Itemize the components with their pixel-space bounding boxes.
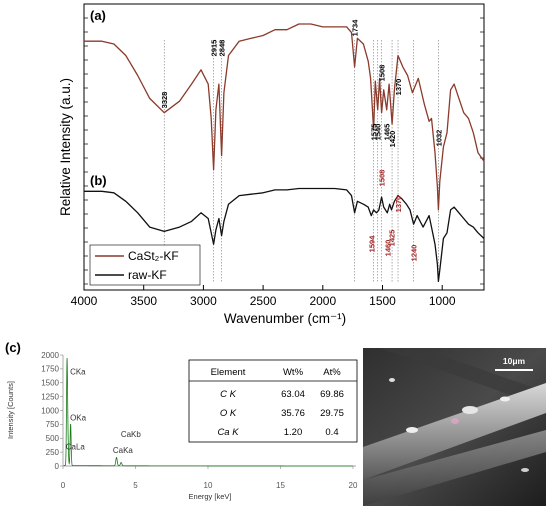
eds-x-tick-label: 20: [349, 481, 358, 490]
eds-y-tick-label: 0: [55, 462, 60, 471]
eds-peak-label: CaLa: [66, 442, 86, 451]
ftir-panel: 4000 3500 3000 2500 2000 1500 1000 3328 2915 284…: [58, 3, 485, 326]
eds-x-axis-label: Energy [keV]: [189, 492, 232, 501]
ftir-series-raw: [84, 187, 485, 283]
ftir-peak-label-b: 1425: [388, 230, 397, 247]
sem-particle: [451, 418, 459, 424]
ftir-y-axis-label: Relative Intensity (a.u.): [58, 78, 73, 216]
ftir-x-ticks: 4000 3500 3000 2500 2000 1500 1000: [71, 285, 456, 308]
element-table-cell: O K: [220, 408, 237, 419]
element-table-cell: 63.04: [281, 389, 305, 400]
panel-label-b: (b): [90, 173, 107, 188]
eds-y-tick-label: 500: [46, 434, 60, 443]
sem-particle: [389, 378, 395, 382]
element-table-header: At%: [323, 367, 341, 378]
sem-background-fiber-2: [380, 348, 546, 408]
ftir-x-tick-label: 3000: [190, 294, 217, 308]
legend-box: [89, 244, 201, 286]
ftir-peak-label-a: 1032: [434, 130, 443, 147]
eds-y-tick-label: 250: [46, 448, 60, 457]
element-table-cell: 29.75: [320, 408, 344, 419]
eds-y-tick-label: 1250: [41, 392, 59, 401]
sem-scale-label: 10μm: [503, 356, 526, 366]
eds-x-tick-label: 5: [133, 481, 138, 490]
ftir-peak-label-a: 1575: [370, 124, 379, 141]
ftir-peak-guides: [163, 40, 439, 282]
ftir-peak-label-a: 2915: [210, 40, 219, 57]
ftir-peak-label-a: 2848: [218, 40, 227, 57]
ftir-peak-label-a: 1420: [388, 131, 397, 148]
eds-peak-label: CKa: [70, 367, 86, 376]
panel-label-a: (a): [90, 8, 106, 23]
element-table-cell: C K: [220, 389, 237, 400]
element-table-cells: Element Wt% At% C K 63.04 69.86 O K 35.76 29.75 C…: [211, 367, 344, 438]
ftir-x-tick-label: 4000: [71, 294, 98, 308]
element-table-cell: 0.4: [325, 427, 338, 438]
ftir-x-tick-label: 2000: [309, 294, 336, 308]
eds-y-tick-label: 2000: [41, 351, 59, 360]
ftir-peak-label-b: 1508: [378, 170, 387, 187]
eds-x-tick-label: 0: [61, 481, 66, 490]
ftir-plot-frame: [83, 3, 485, 291]
ftir-peak-label-b: 1240: [410, 245, 419, 262]
legend-label-casts2: CaSt₂-KF: [128, 249, 179, 263]
eds-ticks: 0 250 500 750 1000 1250 1500 1750 2000 0 5 10 15 20: [41, 351, 358, 490]
sem-micrograph: 10μm: [363, 348, 546, 506]
sem-particle: [462, 406, 478, 414]
ftir-peak-label-a: 1370: [394, 79, 403, 96]
legend-label-raw: raw-KF: [128, 268, 167, 282]
eds-peak-labels: CKa OKa CaLa CaKa CaKb: [66, 367, 142, 455]
sem-background-fiber: [363, 430, 546, 506]
ftir-x-axis-label: Wavenumber (cm⁻¹): [224, 311, 346, 326]
element-table-header: Element: [211, 367, 246, 378]
ftir-legend: CaSt₂-KF raw-KF: [89, 244, 201, 286]
element-table-cell: 1.20: [284, 427, 303, 438]
eds-y-tick-label: 750: [46, 420, 60, 429]
ftir-x-tick-label: 2500: [250, 294, 277, 308]
eds-x-tick-label: 10: [204, 481, 213, 490]
element-table-cell: 69.86: [320, 389, 344, 400]
ftir-x-tick-label: 3500: [130, 294, 157, 308]
ftir-x-tick-label: 1000: [429, 294, 456, 308]
eds-x-tick-label: 15: [276, 481, 285, 490]
ftir-series: [84, 23, 485, 283]
eds-panel: (c) 0 250 500 750 1000 1250 1500 1750 2000 0 5 10 15…: [5, 340, 358, 501]
ftir-y-minor-ticks: [84, 17, 484, 285]
element-table-header: Wt%: [283, 367, 304, 378]
eds-peak-label: OKa: [70, 413, 87, 422]
ftir-peak-label-a: 3328: [160, 92, 169, 109]
eds-y-tick-label: 1750: [41, 365, 59, 374]
sem-particle: [500, 396, 510, 402]
element-table-cell: Ca K: [217, 427, 239, 438]
eds-y-axis-label: Intensity [Counts]: [6, 381, 15, 439]
sem-particle: [406, 427, 418, 433]
eds-y-tick-label: 1000: [41, 406, 59, 415]
eds-spectrum-line: [63, 357, 353, 467]
ftir-peak-label-a: 1508: [378, 65, 387, 82]
ftir-peak-label-b: 1594: [367, 235, 376, 253]
sem-particle: [521, 468, 529, 472]
ftir-series-casts2: [84, 23, 485, 211]
ftir-peak-label-a: 1734: [351, 19, 360, 37]
sem-main-fiber: [363, 383, 546, 480]
eds-peak-label: CaKb: [121, 430, 142, 439]
ftir-peak-label-b: 1370: [394, 196, 403, 213]
element-table-frame: [188, 359, 358, 443]
element-table-cell: 35.76: [281, 408, 305, 419]
ftir-x-tick-label: 1500: [369, 294, 396, 308]
ftir-peak-label-a: 1540: [374, 124, 383, 141]
element-table: Element Wt% At% C K 63.04 69.86 O K 35.76 29.75 C…: [188, 359, 358, 443]
eds-peak-label: CaKa: [113, 446, 134, 455]
ftir-peak-label-b: 1460: [383, 240, 392, 257]
panel-label-c: (c): [5, 340, 21, 355]
eds-y-tick-label: 1500: [41, 379, 59, 388]
ftir-peak-label-a: 1465: [383, 124, 392, 141]
